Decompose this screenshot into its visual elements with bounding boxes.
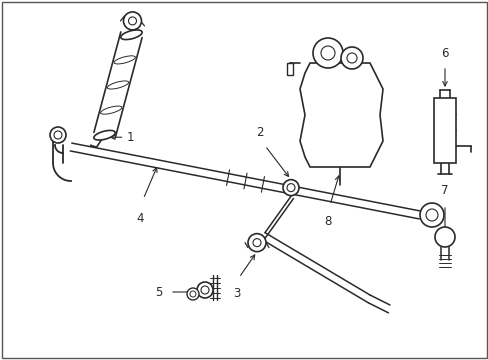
Bar [433, 98, 455, 163]
Circle shape [123, 12, 141, 30]
Circle shape [283, 180, 298, 195]
Text: 4: 4 [136, 212, 143, 225]
Text: 8: 8 [324, 215, 331, 228]
Circle shape [312, 38, 342, 68]
Text: 5: 5 [155, 285, 163, 298]
Circle shape [419, 203, 443, 227]
Bar [286, 63, 292, 75]
Circle shape [247, 234, 265, 252]
Circle shape [128, 17, 136, 25]
Circle shape [50, 127, 66, 143]
Text: 6: 6 [440, 47, 448, 60]
Circle shape [197, 282, 213, 298]
PathPatch shape [299, 63, 382, 167]
Text: 2: 2 [256, 126, 263, 139]
Circle shape [434, 227, 454, 247]
Text: 3: 3 [233, 287, 240, 300]
Text: 1: 1 [126, 131, 134, 144]
Circle shape [340, 47, 362, 69]
Circle shape [186, 288, 199, 300]
Text: 7: 7 [440, 184, 448, 197]
Ellipse shape [94, 130, 115, 140]
Ellipse shape [121, 30, 142, 40]
